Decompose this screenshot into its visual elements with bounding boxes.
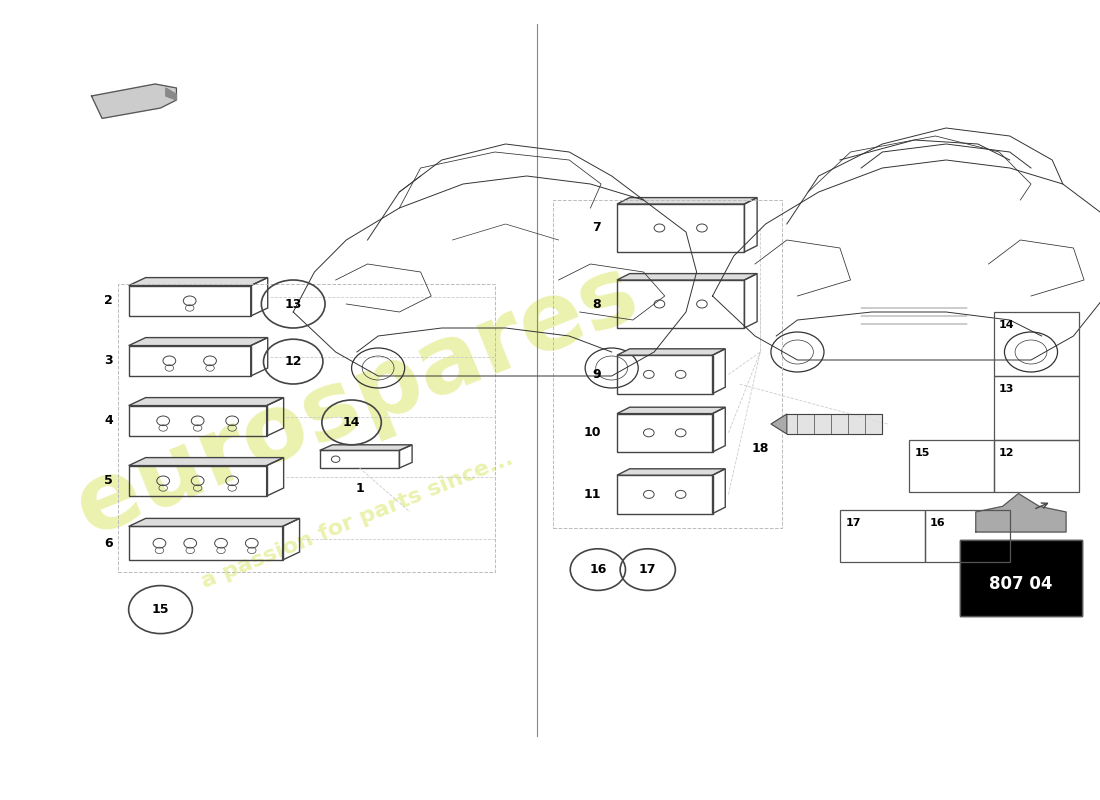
Polygon shape — [617, 198, 757, 204]
Text: 14: 14 — [343, 416, 361, 429]
Text: 807 04: 807 04 — [989, 575, 1053, 593]
Text: 12: 12 — [285, 355, 301, 368]
Text: 15: 15 — [152, 603, 169, 616]
Bar — [960, 540, 1082, 616]
Polygon shape — [129, 338, 267, 346]
Text: 7: 7 — [592, 222, 601, 234]
Polygon shape — [129, 398, 284, 406]
Text: 8: 8 — [593, 298, 601, 310]
Text: 17: 17 — [639, 563, 657, 576]
Text: 12: 12 — [999, 448, 1014, 458]
Polygon shape — [771, 414, 786, 434]
Polygon shape — [129, 278, 267, 286]
Text: 14: 14 — [999, 320, 1015, 330]
Polygon shape — [166, 88, 176, 100]
Text: a passion for parts since...: a passion for parts since... — [198, 448, 516, 592]
Text: 9: 9 — [593, 368, 601, 381]
Polygon shape — [617, 274, 757, 280]
Bar — [960, 540, 1082, 616]
Text: 4: 4 — [104, 414, 112, 427]
Text: 18: 18 — [751, 442, 769, 454]
Bar — [909, 440, 993, 492]
Text: 15: 15 — [914, 448, 929, 458]
Text: 6: 6 — [104, 537, 112, 550]
Bar — [925, 510, 1010, 562]
Text: 10: 10 — [584, 426, 601, 439]
Text: 2: 2 — [104, 294, 112, 307]
Polygon shape — [617, 349, 725, 355]
Polygon shape — [976, 494, 1066, 532]
Text: 13: 13 — [999, 384, 1014, 394]
Text: 11: 11 — [584, 488, 601, 501]
Bar — [993, 440, 1079, 492]
Polygon shape — [320, 445, 412, 450]
Text: 17: 17 — [845, 518, 860, 528]
Polygon shape — [617, 469, 725, 475]
Text: 5: 5 — [104, 474, 112, 487]
Text: eurospares: eurospares — [63, 246, 651, 554]
Text: 3: 3 — [104, 354, 112, 367]
Bar — [993, 312, 1079, 376]
Polygon shape — [129, 518, 299, 526]
Polygon shape — [91, 84, 176, 118]
Text: 13: 13 — [285, 298, 301, 310]
Text: 16: 16 — [590, 563, 606, 576]
Bar — [840, 510, 925, 562]
Polygon shape — [129, 458, 284, 466]
Text: 16: 16 — [931, 518, 946, 528]
Polygon shape — [617, 407, 725, 414]
Text: 1: 1 — [355, 482, 364, 495]
Bar — [993, 376, 1079, 440]
